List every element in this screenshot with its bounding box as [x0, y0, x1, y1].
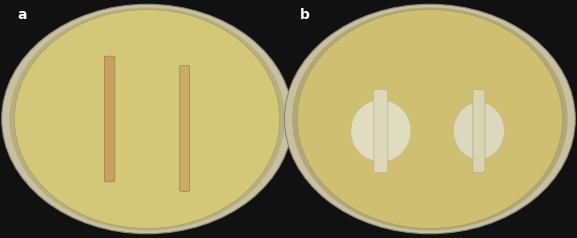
- Ellipse shape: [351, 100, 411, 162]
- FancyBboxPatch shape: [180, 66, 189, 191]
- FancyBboxPatch shape: [473, 89, 485, 172]
- Ellipse shape: [454, 102, 504, 159]
- Ellipse shape: [14, 10, 280, 228]
- Text: b: b: [300, 8, 310, 22]
- Ellipse shape: [9, 7, 285, 231]
- Ellipse shape: [297, 10, 563, 228]
- Ellipse shape: [2, 4, 293, 234]
- FancyBboxPatch shape: [104, 56, 115, 182]
- Text: a: a: [17, 8, 27, 22]
- Ellipse shape: [292, 7, 568, 231]
- Ellipse shape: [284, 4, 575, 234]
- FancyBboxPatch shape: [374, 89, 388, 172]
